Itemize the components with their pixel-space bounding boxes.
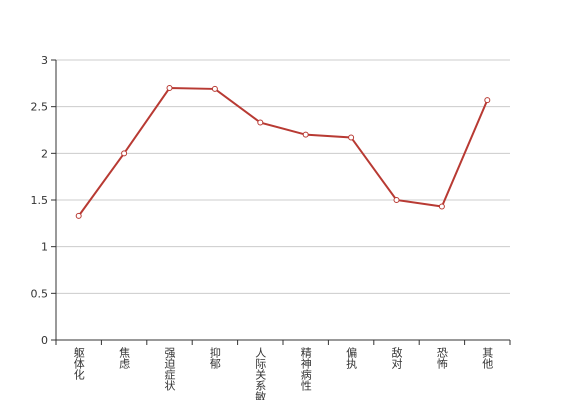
x-tick-label: 其他 [481, 347, 494, 369]
point [348, 134, 355, 141]
point [121, 150, 128, 157]
y-tick-label: 2.5 [31, 101, 49, 114]
x-tick-label: 抑郁 [208, 346, 221, 369]
y-tick-label: 1 [41, 241, 48, 254]
point [484, 97, 491, 104]
x-tick-label: 躯体化 [72, 347, 85, 381]
x-tick-label: 焦虑 [118, 347, 131, 369]
x-tick-label: 精神病性 [299, 347, 312, 392]
point [257, 119, 264, 126]
point [438, 203, 445, 210]
point [166, 85, 173, 91]
line [77, 86, 489, 217]
point [393, 197, 400, 203]
x-tick-label: 强迫症状 [163, 347, 176, 391]
point [211, 85, 218, 92]
y-tick-label: 1.5 [31, 194, 49, 207]
point [302, 131, 309, 138]
x-tick-label: 人际关系敏感 [254, 347, 267, 400]
x-tick-label: 偏执 [345, 346, 358, 370]
y-tick-label: 0 [41, 334, 48, 347]
y-tick-label: 0.5 [31, 287, 49, 300]
point [75, 212, 82, 219]
y-tick-label: 2 [41, 147, 48, 160]
x-tick-label: 恐怖 [435, 347, 448, 369]
y-tick-label: 3 [41, 54, 48, 67]
x-tick-label: 敌对 [390, 346, 403, 369]
